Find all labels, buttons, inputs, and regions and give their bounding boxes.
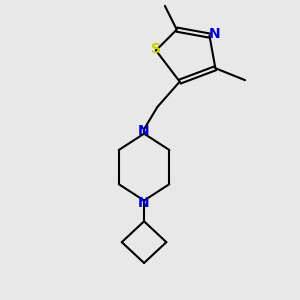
Text: N: N [138,196,150,210]
Text: N: N [209,27,220,41]
Text: N: N [138,124,150,138]
Text: S: S [151,42,161,56]
